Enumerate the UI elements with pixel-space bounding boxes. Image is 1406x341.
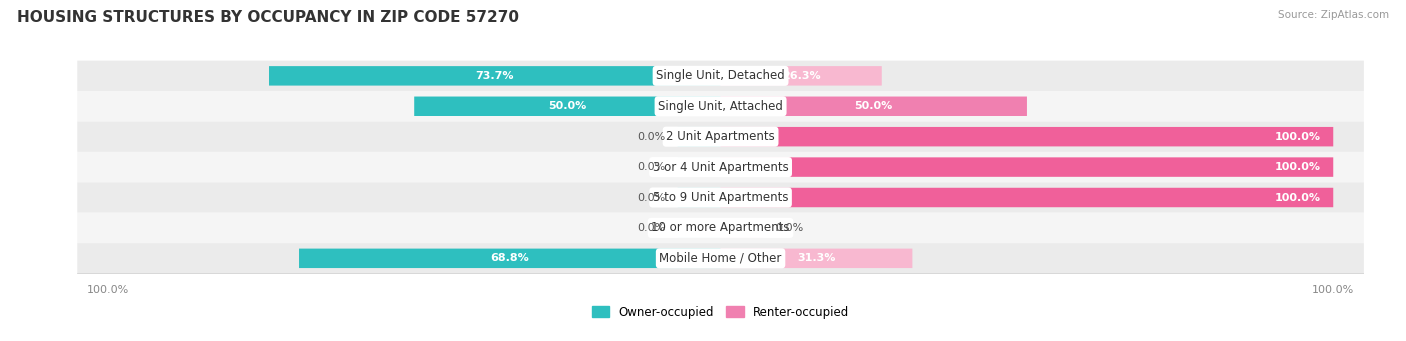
FancyBboxPatch shape — [678, 188, 721, 207]
Text: 2 Unit Apartments: 2 Unit Apartments — [666, 130, 775, 143]
Text: 100.0%: 100.0% — [1275, 132, 1322, 142]
FancyBboxPatch shape — [415, 97, 721, 116]
Text: 73.7%: 73.7% — [475, 71, 515, 81]
FancyBboxPatch shape — [269, 66, 721, 86]
FancyBboxPatch shape — [720, 249, 912, 268]
FancyBboxPatch shape — [720, 97, 1026, 116]
FancyBboxPatch shape — [678, 127, 721, 146]
FancyBboxPatch shape — [77, 91, 1364, 121]
FancyBboxPatch shape — [720, 188, 1333, 207]
Text: 100.0%: 100.0% — [1275, 162, 1322, 172]
Text: 50.0%: 50.0% — [855, 101, 893, 111]
Text: 3 or 4 Unit Apartments: 3 or 4 Unit Apartments — [652, 161, 789, 174]
Text: Mobile Home / Other: Mobile Home / Other — [659, 252, 782, 265]
FancyBboxPatch shape — [77, 152, 1364, 182]
Text: 100.0%: 100.0% — [1275, 193, 1322, 203]
Text: Single Unit, Attached: Single Unit, Attached — [658, 100, 783, 113]
FancyBboxPatch shape — [77, 243, 1364, 273]
FancyBboxPatch shape — [77, 213, 1364, 243]
Legend: Owner-occupied, Renter-occupied: Owner-occupied, Renter-occupied — [586, 301, 855, 323]
Text: 10 or more Apartments: 10 or more Apartments — [651, 221, 790, 234]
Text: 0.0%: 0.0% — [637, 162, 665, 172]
Text: 0.0%: 0.0% — [776, 223, 804, 233]
Text: 0.0%: 0.0% — [637, 223, 665, 233]
Text: 50.0%: 50.0% — [548, 101, 586, 111]
FancyBboxPatch shape — [77, 182, 1364, 213]
Text: 68.8%: 68.8% — [491, 253, 529, 263]
Text: Single Unit, Detached: Single Unit, Detached — [657, 69, 785, 82]
Text: 26.3%: 26.3% — [782, 71, 821, 81]
FancyBboxPatch shape — [678, 157, 721, 177]
FancyBboxPatch shape — [720, 218, 763, 238]
FancyBboxPatch shape — [678, 218, 721, 238]
Text: Source: ZipAtlas.com: Source: ZipAtlas.com — [1278, 10, 1389, 20]
FancyBboxPatch shape — [77, 61, 1364, 91]
Text: 0.0%: 0.0% — [637, 132, 665, 142]
Text: 0.0%: 0.0% — [637, 193, 665, 203]
Text: HOUSING STRUCTURES BY OCCUPANCY IN ZIP CODE 57270: HOUSING STRUCTURES BY OCCUPANCY IN ZIP C… — [17, 10, 519, 25]
FancyBboxPatch shape — [77, 121, 1364, 152]
FancyBboxPatch shape — [299, 249, 721, 268]
Text: 5 to 9 Unit Apartments: 5 to 9 Unit Apartments — [652, 191, 789, 204]
FancyBboxPatch shape — [720, 157, 1333, 177]
FancyBboxPatch shape — [720, 66, 882, 86]
FancyBboxPatch shape — [720, 127, 1333, 146]
Text: 31.3%: 31.3% — [797, 253, 835, 263]
